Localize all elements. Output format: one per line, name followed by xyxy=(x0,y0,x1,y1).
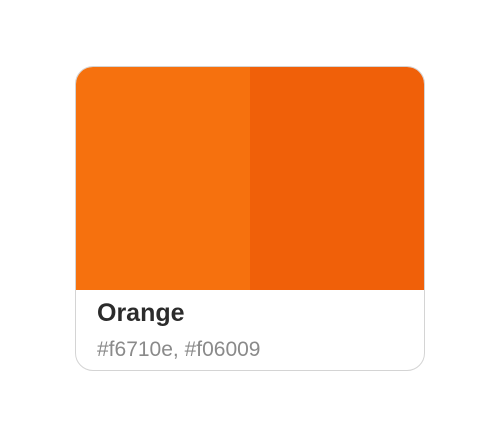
swatch-name: Orange xyxy=(97,298,185,328)
swatch-hex-codes: #f6710e, #f06009 xyxy=(97,337,261,363)
color-block-primary xyxy=(75,66,250,290)
color-block-secondary xyxy=(250,66,425,290)
color-preview xyxy=(75,66,425,290)
color-swatch-card[interactable]: Orange #f6710e, #f06009 xyxy=(75,66,425,371)
swatch-info: Orange #f6710e, #f06009 xyxy=(76,290,424,371)
